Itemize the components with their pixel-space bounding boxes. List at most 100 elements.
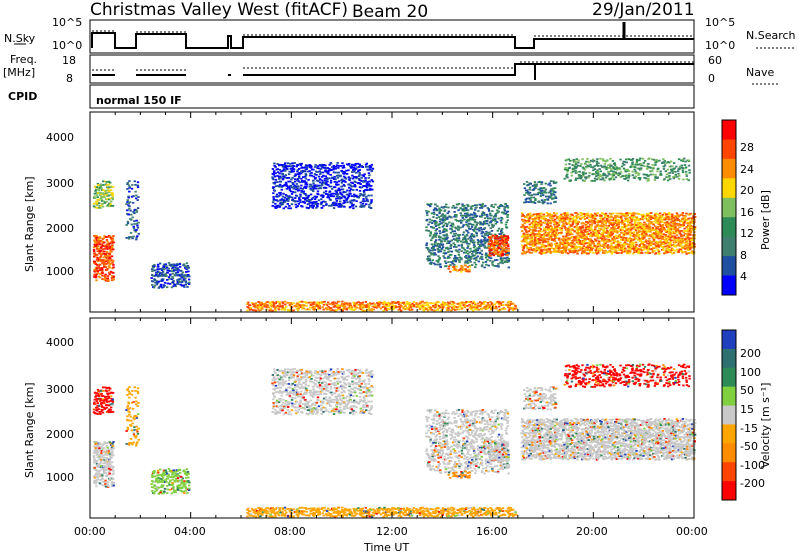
power-echo-cell [580, 233, 584, 236]
power-echo-cell [451, 206, 454, 209]
power-echo-cell [312, 179, 315, 182]
power-echo-cell [299, 164, 302, 167]
power-echo-cell [631, 231, 634, 234]
power-echo-cell [315, 173, 318, 176]
power-echo-cell [483, 227, 487, 229]
power-echo-cell [427, 223, 430, 226]
power-echo-cell [644, 239, 648, 242]
power-echo-cell [448, 256, 451, 259]
power-echo-cell [506, 256, 509, 259]
power-echo-cell [339, 308, 343, 311]
power-echo-cell [343, 306, 346, 309]
power-echo-cell [482, 306, 486, 309]
power-echo-cell [472, 309, 475, 312]
power-echo-cell [670, 221, 673, 224]
power-echo-cell [278, 303, 281, 305]
power-echo-cell [350, 195, 354, 198]
power-echo-cell [653, 213, 657, 216]
power-echo-cell [294, 200, 297, 202]
power-echo-cell [612, 228, 615, 231]
nave-label: Nave [746, 66, 774, 79]
power-echo-cell [638, 233, 641, 236]
power-echo-cell [603, 216, 606, 219]
power-echo-cell [99, 260, 103, 263]
power-echo-cell [653, 229, 656, 232]
power-echo-cell [281, 301, 284, 304]
power-echo-cell [332, 164, 335, 167]
power-echo-cell [641, 242, 645, 245]
power-echo-cell [135, 238, 138, 241]
power-echo-cell [578, 229, 582, 232]
power-echo-cell [555, 212, 558, 215]
power-echo-cell [185, 274, 188, 276]
power-echo-cell [361, 193, 364, 196]
power-echo-cell [136, 207, 140, 209]
power-echo-cell [441, 243, 445, 246]
power-echo-cell [105, 195, 109, 197]
power-echo-cell [469, 223, 472, 225]
power-echo-cell [539, 235, 543, 237]
power-echo-cell [130, 195, 134, 198]
power-echo-cell [132, 211, 135, 213]
power-echo-cell [473, 249, 476, 252]
power-echo-cell [626, 251, 630, 254]
power-echo-cell [466, 234, 469, 237]
power-echo-cell [692, 215, 695, 217]
power-echo-cell [666, 244, 669, 247]
power-echo-cell [361, 166, 365, 168]
power-echo-cell [662, 233, 666, 236]
power-echo-cell [581, 247, 585, 250]
power-echo-cell [637, 236, 641, 239]
power-echo-cell [288, 304, 292, 306]
power-echo-cell [547, 226, 551, 229]
power-echo-cell [272, 196, 275, 198]
power-echo-cell [532, 230, 535, 233]
power-echo-cell [564, 215, 567, 218]
power-echo-cell [469, 236, 473, 239]
power-echo-cell [678, 241, 682, 244]
power-echo-cell [152, 274, 155, 277]
power-echo-cell [434, 303, 437, 306]
power-echo-cell [311, 302, 315, 305]
power-echo-cell [301, 176, 305, 179]
power-echo-cell [457, 302, 460, 305]
power-echo-cell [160, 278, 164, 281]
power-echo-cell [299, 201, 302, 204]
power-echo-cell [452, 260, 455, 262]
power-echo-cell [162, 266, 166, 268]
power-echo-cell [637, 247, 641, 250]
power-echo-cell [99, 239, 102, 242]
power-echo-cell [611, 251, 614, 254]
power-echo-cell [654, 215, 658, 218]
power-echo-cell [319, 194, 323, 197]
power-echo-cell [593, 234, 597, 237]
power-echo-cell [171, 277, 175, 280]
power-echo-cell [363, 193, 366, 196]
power-echo-cell [426, 257, 430, 260]
power-echo-cell [599, 237, 603, 239]
power-echo-cell [458, 233, 461, 236]
power-echo-cell [605, 224, 608, 227]
power-echo-cell [487, 224, 491, 227]
power-echo-cell [660, 248, 664, 251]
power-echo-cell [306, 166, 309, 169]
power-echo-cell [477, 243, 480, 246]
power-echo-cell [561, 252, 565, 255]
power-echo-cell [658, 212, 662, 215]
power-echo-cell [687, 230, 690, 233]
power-echo-cell [102, 184, 105, 186]
power-echo-cell [281, 306, 284, 309]
power-echo-cell [497, 237, 500, 240]
power-echo-cell [295, 195, 299, 197]
power-echo-cell [109, 270, 113, 273]
power-echo-cell [683, 218, 686, 221]
power-echo-cell [335, 204, 339, 207]
power-echo-cell [492, 224, 496, 227]
power-echo-cell [480, 206, 483, 208]
power-echo-cell [293, 180, 297, 183]
power-echo-cell [355, 171, 358, 174]
power-echo-cell [323, 166, 327, 169]
power-echo-cell [301, 188, 304, 190]
power-echo-cell [631, 223, 634, 226]
power-echo-cell [506, 301, 510, 304]
